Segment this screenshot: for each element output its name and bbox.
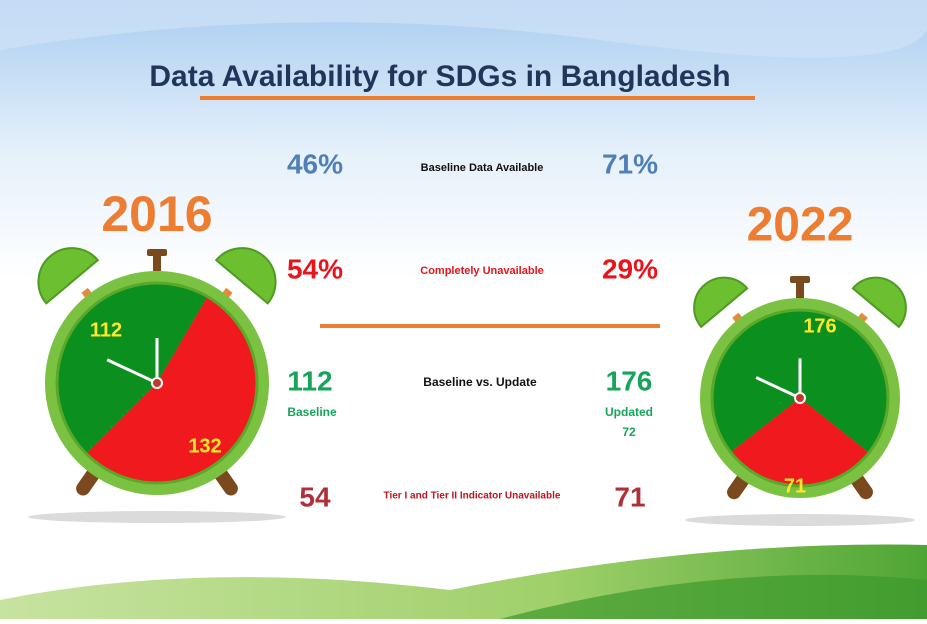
title: Data Availability for SDGs in Bangladesh xyxy=(149,60,730,93)
stat-right: 29% xyxy=(602,253,658,284)
hills-front xyxy=(500,574,927,619)
stat-right: 71 xyxy=(614,481,645,512)
bell xyxy=(37,247,100,305)
stat-left: 112 xyxy=(287,365,332,396)
pie-wedge xyxy=(57,283,208,454)
pie-label: 112 xyxy=(90,319,122,341)
clock-knob-top xyxy=(147,249,167,256)
sky-wave xyxy=(0,0,927,58)
clock-inner-rim xyxy=(710,308,890,488)
clock-year: 2016 xyxy=(101,186,212,242)
stat-left: 46% xyxy=(287,148,343,179)
bell xyxy=(214,247,277,305)
stat-extra: 72 xyxy=(622,425,636,439)
clock-knob xyxy=(796,280,804,298)
shadow xyxy=(685,514,915,526)
pie-wedge xyxy=(730,398,869,487)
stat-note: Updated xyxy=(605,405,653,419)
stat-left: 54 xyxy=(299,481,331,512)
hand-pin xyxy=(151,377,163,389)
clock-year: 2022 xyxy=(747,199,854,252)
clock-knob xyxy=(153,253,161,271)
stat-left: 54% xyxy=(287,253,343,284)
clock-knob-top xyxy=(790,276,810,283)
stat-label: Completely Unavailable xyxy=(420,265,544,277)
stat-right: 176 xyxy=(606,365,653,396)
pie-label: 132 xyxy=(188,435,221,457)
stat-right: 71% xyxy=(602,148,658,179)
stat-note: Baseline xyxy=(287,405,337,419)
hour-hand xyxy=(106,358,158,385)
stat-label: Baseline vs. Update xyxy=(423,375,537,389)
pie-label: 71 xyxy=(784,475,806,497)
clock-inner-rim xyxy=(55,281,259,485)
hour-hand xyxy=(755,376,801,400)
bell xyxy=(693,276,749,329)
hand-pin xyxy=(794,392,806,404)
pie-wedge xyxy=(86,296,258,484)
stat-label: Tier I and Tier II Indicator Unavailable xyxy=(384,491,561,502)
stat-label: Baseline Data Available xyxy=(421,162,544,174)
pie-label: 176 xyxy=(803,315,836,337)
shadow xyxy=(28,511,286,523)
bell xyxy=(851,276,907,329)
